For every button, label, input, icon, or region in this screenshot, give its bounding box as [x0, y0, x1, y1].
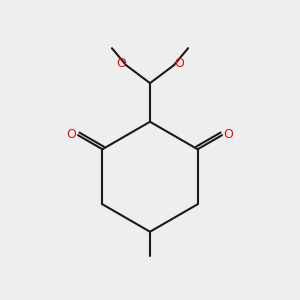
- Text: O: O: [67, 128, 76, 141]
- Text: O: O: [116, 57, 126, 70]
- Text: O: O: [224, 128, 233, 141]
- Text: O: O: [174, 57, 184, 70]
